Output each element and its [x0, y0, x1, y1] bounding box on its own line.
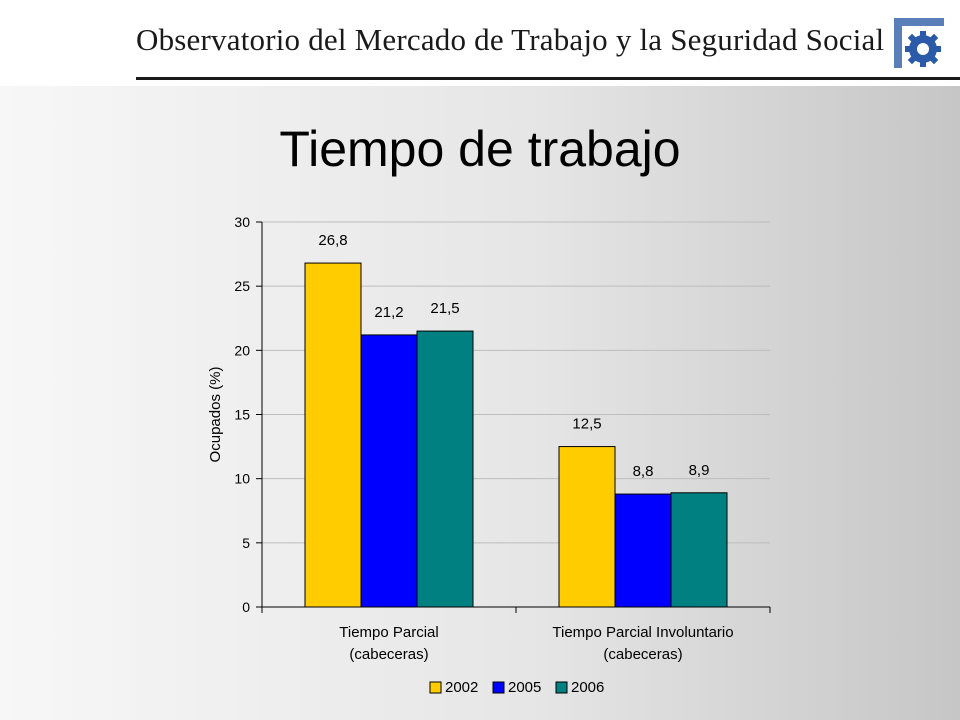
legend-label: 2002: [445, 679, 478, 696]
y-tick-label: 10: [234, 471, 250, 487]
x-category-label: Tiempo Parcial Involuntario: [552, 624, 733, 641]
slide-title: Tiempo de trabajo: [279, 121, 681, 177]
data-label: 8,8: [633, 463, 654, 480]
y-tick-label: 15: [234, 407, 250, 423]
bar-2006: [416, 330, 474, 608]
data-label: 8,9: [689, 462, 710, 479]
legend-swatch-2002: [429, 681, 442, 694]
y-tick-label: 20: [234, 342, 250, 358]
header-rule: [136, 77, 960, 80]
x-category-label: (cabeceras): [603, 646, 682, 663]
legend-swatch-2006: [555, 681, 568, 694]
x-category-label: (cabeceras): [349, 646, 428, 663]
bar-2002: [558, 446, 616, 608]
header: Observatorio del Mercado de Trabajo y la…: [0, 0, 960, 86]
legend-label: 2005: [508, 679, 541, 696]
bar-2002: [304, 262, 362, 608]
slide-background: [0, 86, 960, 720]
y-tick-label: 30: [234, 214, 250, 230]
bar-2005: [614, 493, 672, 608]
data-label: 12,5: [572, 416, 601, 433]
bar-2006: [670, 492, 728, 608]
x-category-label: Tiempo Parcial: [339, 624, 438, 641]
data-label: 21,2: [374, 304, 403, 321]
gear-logo-icon: [891, 15, 947, 71]
legend-label: 2006: [571, 679, 604, 696]
y-tick-label: 25: [234, 278, 250, 294]
data-label: 21,5: [430, 300, 459, 317]
y-tick-label: 5: [242, 535, 250, 551]
legend-swatch-2005: [492, 681, 505, 694]
bar-2005: [360, 334, 418, 608]
data-label: 26,8: [318, 232, 347, 249]
header-title: Observatorio del Mercado de Trabajo y la…: [136, 22, 885, 57]
y-tick-label: 0: [242, 599, 250, 615]
y-axis-label: Ocupados (%): [207, 367, 224, 463]
